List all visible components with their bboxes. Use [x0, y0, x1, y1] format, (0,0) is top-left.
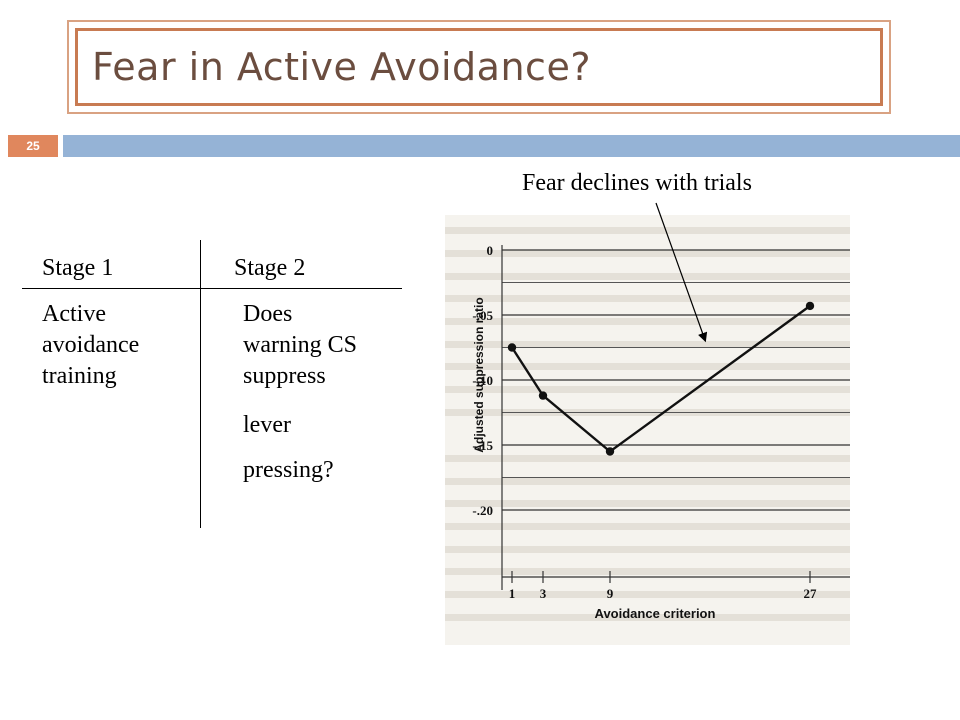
- y-tick-label: -.15: [472, 438, 493, 453]
- data-point: [538, 391, 548, 400]
- chart-svg: 0 -.05 -.10 -.15 -.20 1 3 9 27 Avoidance criterio…: [445, 227, 850, 621]
- data-point: [605, 447, 615, 456]
- accent-bar: [63, 135, 960, 157]
- stage2-line-5: pressing?: [243, 457, 334, 483]
- table-divider-horizontal: [22, 288, 402, 289]
- slide-number: 25: [8, 135, 58, 157]
- chart-figure: 0 -.05 -.10 -.15 -.20 1 3 9 27 Avoidance criterio…: [445, 215, 850, 645]
- stage2-line-2: warning CS: [243, 332, 357, 358]
- title-frame: Fear in Active Avoidance?: [67, 20, 891, 114]
- y-tick-label: 0: [487, 243, 494, 258]
- series-line: [510, 304, 811, 454]
- y-tick-label: -.10: [472, 373, 493, 388]
- x-tick-label: 27: [804, 586, 818, 601]
- y-tick-label: -.20: [472, 503, 493, 518]
- stage2-line-3: suppress: [243, 363, 326, 389]
- stage1-line-1: Active: [42, 301, 106, 327]
- stage1-line-3: training: [42, 363, 117, 389]
- stage1-line-2: avoidance: [42, 332, 140, 358]
- scan-texture: [445, 227, 850, 621]
- x-tick-label: 9: [607, 586, 614, 601]
- y-axis-title: Adjusted suppression ratio: [472, 297, 486, 452]
- stage2-header: Stage 2: [234, 255, 306, 281]
- x-tick-label: 1: [509, 586, 516, 601]
- annotation-text: Fear declines with trials: [522, 170, 752, 196]
- slide-title: Fear in Active Avoidance?: [92, 45, 591, 89]
- stage2-line-4: lever: [243, 412, 291, 438]
- title-box: Fear in Active Avoidance?: [75, 28, 883, 106]
- table-divider-vertical: [200, 240, 201, 528]
- data-point: [507, 343, 517, 352]
- stage1-header: Stage 1: [42, 255, 114, 281]
- data-point: [805, 301, 815, 311]
- x-axis-title: Avoidance criterion: [595, 606, 716, 621]
- stage2-line-1: Does: [243, 301, 293, 327]
- y-tick-label: -.05: [472, 308, 493, 323]
- x-tick-label: 3: [540, 586, 547, 601]
